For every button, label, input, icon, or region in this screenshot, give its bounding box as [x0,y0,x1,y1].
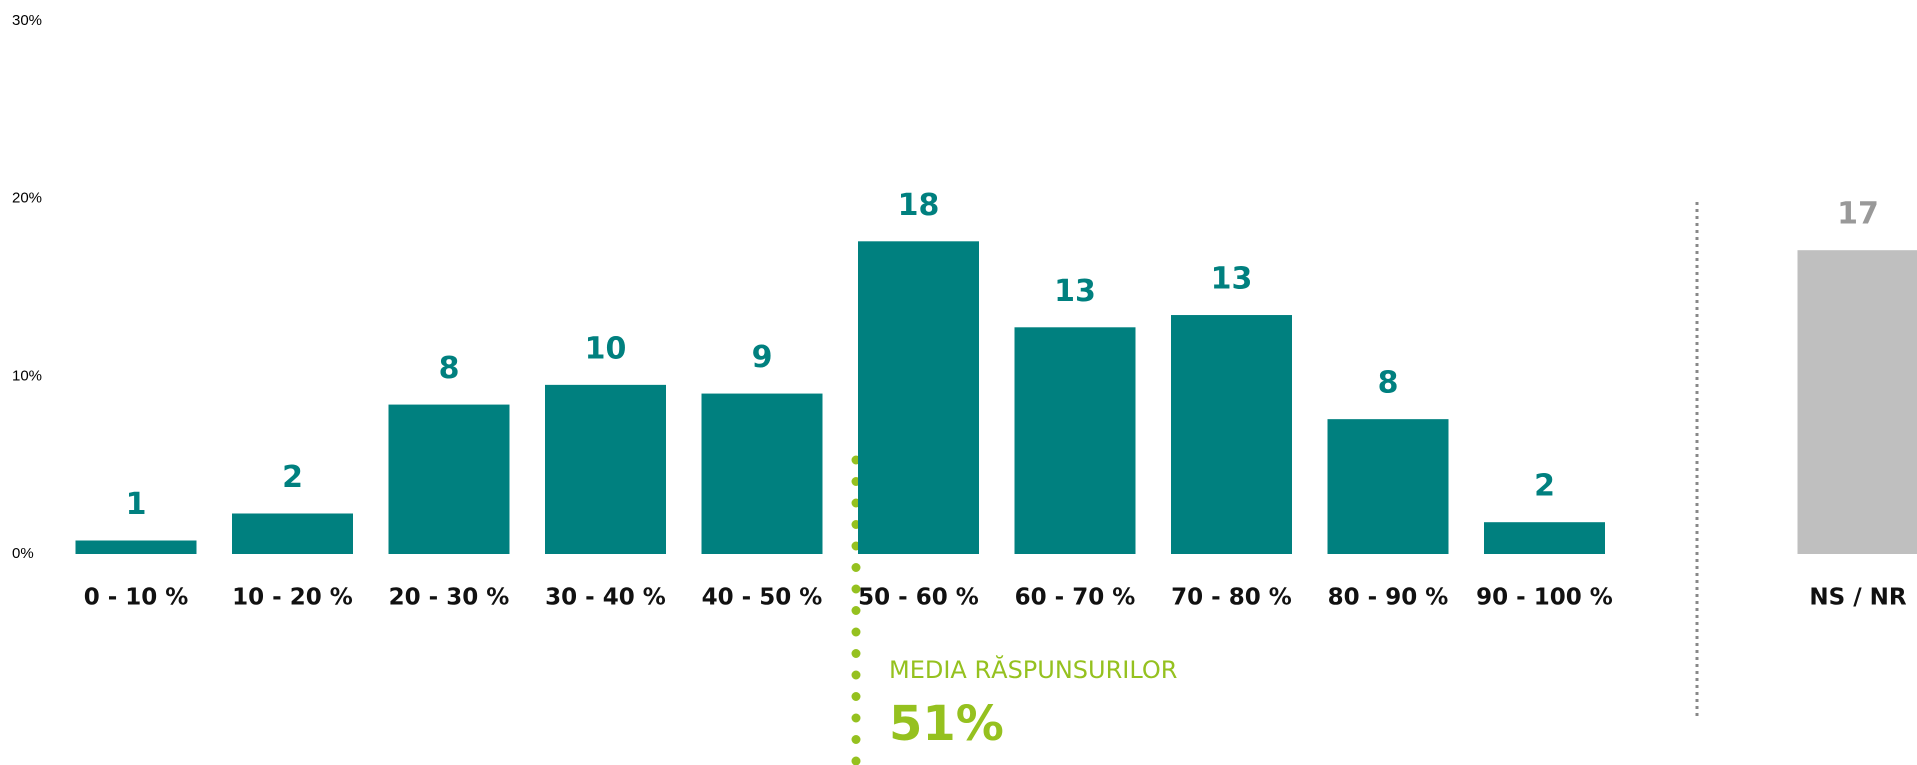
bar [75,540,197,554]
x-tick-label: 60 - 70 % [1015,585,1136,611]
x-tick-label: 90 - 100 % [1476,585,1613,611]
bar [1797,250,1917,554]
bar [858,241,979,554]
value-label: 9 [752,340,773,375]
value-label: 8 [1378,366,1399,401]
y-tick-label: 10% [12,367,42,384]
bar [388,404,510,554]
x-tick-label: 70 - 80 % [1171,585,1292,611]
bar [701,393,823,554]
bar [1484,522,1605,554]
value-label: 8 [439,351,460,386]
x-tick-label: NS / NR [1809,585,1906,611]
x-tick-label: 40 - 50 % [702,585,823,611]
annotation-value: 51% [889,696,1004,752]
bar [232,513,353,554]
value-label: 17 [1837,197,1879,232]
value-label: 1 [126,487,147,522]
x-tick-label: 0 - 10 % [84,585,189,611]
value-label: 2 [1534,469,1555,504]
x-tick-label: 50 - 60 % [858,585,979,611]
annotation-title: MEDIA RĂSPUNSURILOR [889,654,1177,684]
value-label: 2 [282,460,303,495]
bar [1327,419,1449,554]
value-label: 10 [585,331,627,366]
y-tick-label: 20% [12,190,42,207]
value-label: 18 [898,188,940,223]
x-tick-label: 80 - 90 % [1328,585,1449,611]
bar [545,384,666,554]
x-tick-label: 30 - 40 % [545,585,666,611]
value-label: 13 [1054,274,1096,309]
y-tick-label: 30% [12,12,42,29]
value-label: 13 [1211,262,1253,297]
bar [1171,315,1292,554]
x-tick-label: 10 - 20 % [232,585,353,611]
x-tick-label: 20 - 30 % [389,585,510,611]
bar [1014,327,1136,554]
y-tick-label: 0% [12,545,34,562]
